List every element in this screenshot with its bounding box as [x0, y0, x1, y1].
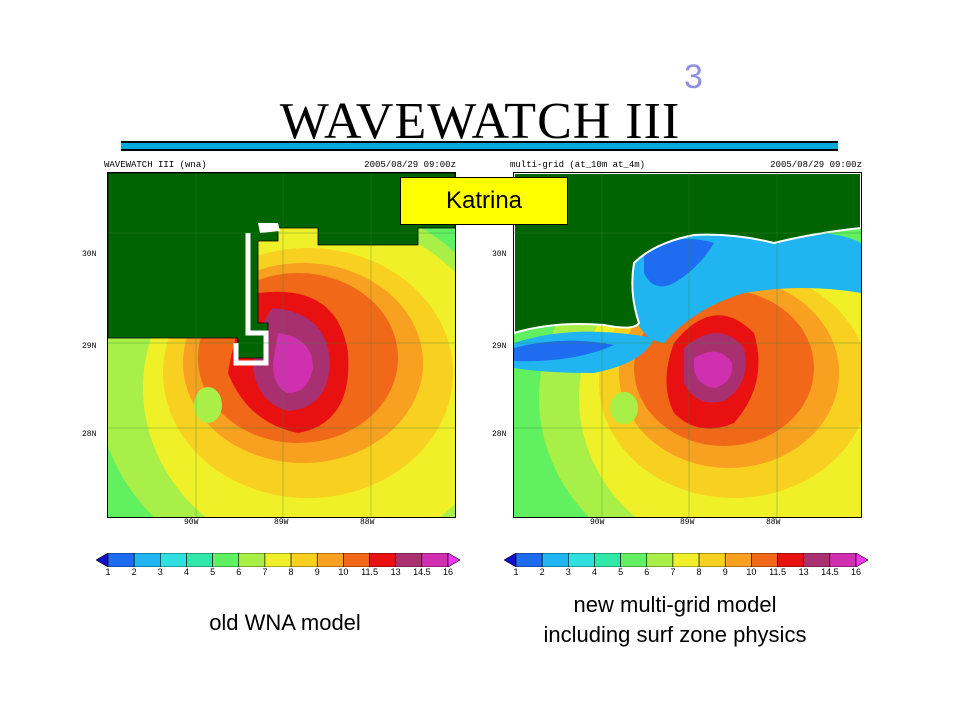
right-colorbar-swatch: [568, 553, 595, 567]
left-colorbar-strip: [96, 553, 460, 567]
right-lon-label-89w: 89W: [680, 518, 695, 527]
right-colorbar-tick-label: 3: [565, 567, 571, 577]
left-lat-label-29n: 29N: [82, 342, 97, 351]
left-colorbar-swatch: [107, 553, 135, 567]
title-superscript: 3: [684, 58, 703, 96]
title-rule: [121, 141, 838, 151]
right-colorbar-swatch: [515, 553, 543, 567]
left-colorbar-swatch: [421, 553, 449, 567]
left-lon-label-90w: 90W: [184, 518, 199, 527]
left-colorbar-swatch: [343, 553, 370, 567]
right-colorbar-swatch: [646, 553, 674, 567]
right-colorbar-tick-label: 14.5: [821, 567, 839, 577]
left-caption: old WNA model: [209, 610, 361, 635]
left-colorbar-tick-label: 16: [442, 567, 454, 577]
left-colorbar-tick-label: 1: [105, 567, 111, 577]
left-colorbar-swatch: [316, 553, 344, 567]
left-map-panel: WAVEWATCH III (wna) 2005/08/29 09:00z: [82, 152, 456, 527]
right-colorbar-swatch: [594, 553, 621, 567]
right-colorbar-tick-label: 9: [722, 567, 728, 577]
left-colorbar-swatch: [264, 553, 292, 567]
right-colorbar-swatch: [620, 553, 648, 567]
left-panel-header: WAVEWATCH III (wna) 2005/08/29 09:00z: [104, 152, 456, 172]
left-colorbar-swatch: [212, 553, 240, 567]
right-colorbar-arrow-high: [855, 553, 868, 567]
left-colorbar-tick-label: 13: [390, 567, 401, 577]
left-colorbar-tick-label: 7: [262, 567, 268, 577]
left-wave-height-map: [107, 172, 456, 518]
left-colorbar-arrow-low: [96, 553, 109, 567]
left-colorbar-arrow-high: [447, 553, 460, 567]
left-map-graphic: [108, 173, 455, 517]
right-colorbar-labels: 1 2 3 4 5 6 7 8 9 10 11.5 13 14.5 16: [504, 567, 868, 581]
right-lat-label-29n: 29N: [492, 342, 507, 351]
right-colorbar-swatch: [698, 553, 726, 567]
left-colorbar-tick-label: 5: [210, 567, 216, 577]
left-lat-label-28n: 28N: [82, 430, 97, 439]
left-lon-label-89w: 89W: [274, 518, 289, 527]
left-colorbar-tick-label: 2: [131, 567, 137, 577]
right-lon-label-90w: 90W: [590, 518, 605, 527]
left-colorbar-swatch: [369, 553, 396, 567]
right-colorbar-tick-label: 4: [591, 567, 597, 577]
right-panel-timestamp: 2005/08/29 09:00z: [770, 160, 862, 170]
right-wave-height-map: [513, 172, 862, 518]
left-panel-model-label: WAVEWATCH III (wna): [104, 160, 207, 170]
left-colorbar-tick-label: 10: [338, 567, 349, 577]
right-colorbar-tick-label: 7: [670, 567, 676, 577]
right-colorbar-swatch: [724, 553, 752, 567]
left-colorbar-swatch: [290, 553, 318, 567]
katrina-callout: Katrina: [400, 177, 568, 225]
left-colorbar-tick-label: 8: [288, 567, 294, 577]
right-map-panel: multi-grid (at_10m at_4m) 2005/08/29 09:…: [492, 152, 862, 527]
left-colorbar-tick-label: 6: [236, 567, 242, 577]
right-colorbar-swatch: [751, 553, 778, 567]
right-colorbar-tick-label: 2: [539, 567, 545, 577]
left-colorbar-tick-label: 14.5: [413, 567, 431, 577]
right-colorbar-tick-label: 8: [696, 567, 702, 577]
right-caption-line1: new multi-grid model: [573, 592, 777, 617]
left-lon-label-88w: 88W: [360, 518, 375, 527]
right-colorbar-tick-label: 11.5: [769, 567, 786, 577]
left-colorbar: 1 2 3 4 5 6 7 8 9 10 11.5 13 14.5 16: [96, 553, 460, 583]
left-colorbar-tick-label: 11.5: [361, 567, 378, 577]
left-colorbar-swatch: [238, 553, 266, 567]
right-panel-header: multi-grid (at_10m at_4m) 2005/08/29 09:…: [510, 152, 862, 172]
right-lat-label-28n: 28N: [492, 430, 507, 439]
right-colorbar-swatch: [672, 553, 700, 567]
right-caption: new multi-grid model including surf zone…: [500, 590, 850, 650]
right-colorbar-tick-label: 13: [798, 567, 809, 577]
right-caption-line2: including surf zone physics: [543, 622, 807, 647]
right-panel-model-label: multi-grid (at_10m at_4m): [510, 160, 646, 170]
right-colorbar-swatch: [777, 553, 804, 567]
left-colorbar-tick-label: 4: [183, 567, 189, 577]
right-colorbar-swatch: [803, 553, 831, 567]
left-colorbar-swatch: [133, 553, 161, 567]
right-colorbar-tick-label: 10: [746, 567, 757, 577]
right-colorbar: 1 2 3 4 5 6 7 8 9 10 11.5 13 14.5 16: [504, 553, 868, 583]
right-lat-label-30n: 30N: [492, 250, 507, 259]
left-colorbar-swatch: [186, 553, 213, 567]
right-colorbar-arrow-low: [504, 553, 517, 567]
right-colorbar-tick-label: 5: [618, 567, 624, 577]
right-map-graphic: [514, 173, 861, 517]
left-colorbar-tick-label: 3: [157, 567, 163, 577]
right-colorbar-swatch: [541, 553, 569, 567]
slide-title: WAVEWATCH III: [279, 93, 681, 150]
left-colorbar-labels: 1 2 3 4 5 6 7 8 9 10 11.5 13 14.5 16: [96, 567, 460, 581]
right-lon-label-88w: 88W: [766, 518, 781, 527]
left-colorbar-swatch: [395, 553, 423, 567]
left-lat-label-30n: 30N: [82, 250, 97, 259]
right-colorbar-tick-label: 1: [513, 567, 519, 577]
right-colorbar-strip: [504, 553, 868, 567]
left-colorbar-tick-label: 9: [314, 567, 320, 577]
right-colorbar-tick-label: 6: [644, 567, 650, 577]
right-colorbar-swatch: [829, 553, 857, 567]
right-colorbar-tick-label: 16: [850, 567, 862, 577]
left-panel-timestamp: 2005/08/29 09:00z: [364, 160, 456, 170]
left-colorbar-swatch: [160, 553, 187, 567]
